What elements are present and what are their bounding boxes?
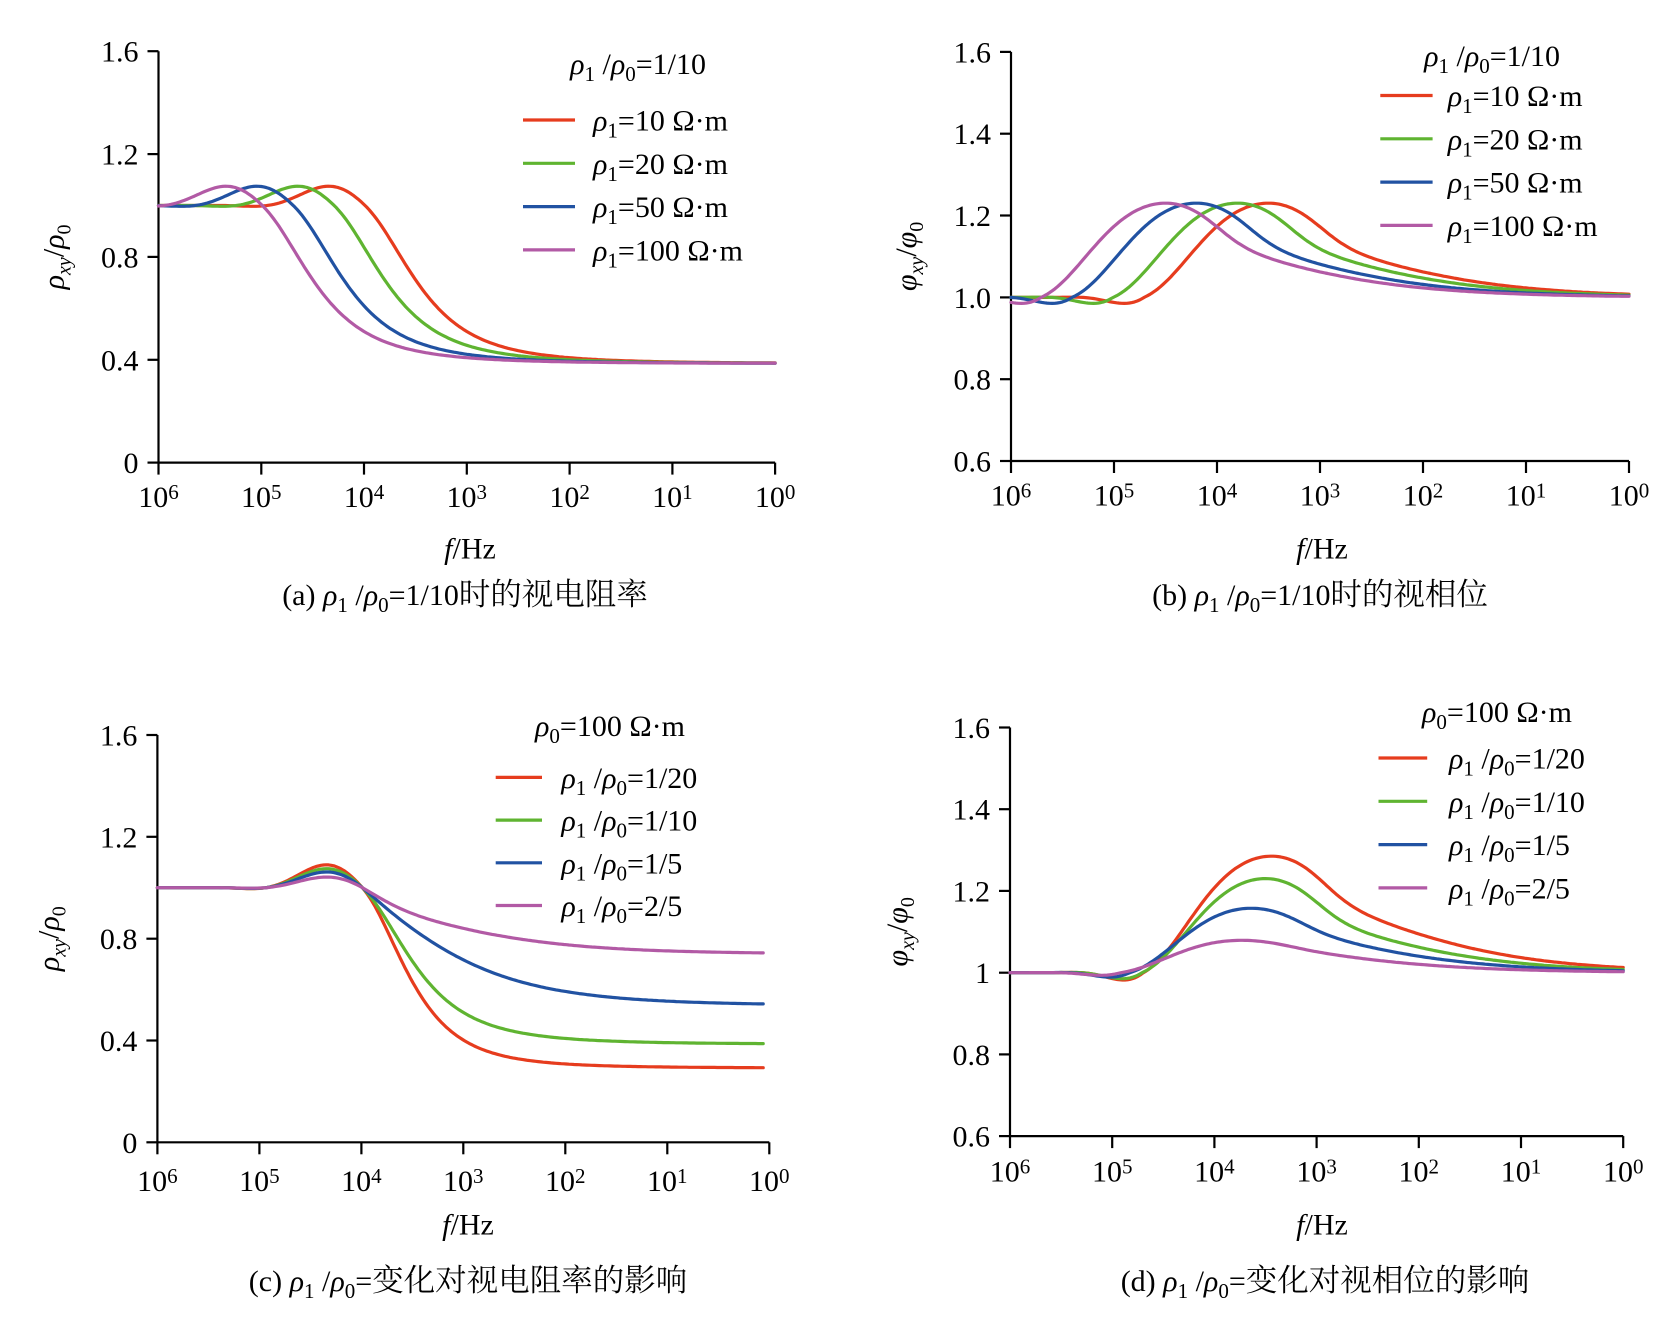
svg-text:1.4: 1.4 xyxy=(954,118,992,151)
svg-text:φxy/φ0: φxy/φ0 xyxy=(881,897,919,966)
svg-text:0.8: 0.8 xyxy=(954,364,992,397)
svg-text:ρ1 /ρ0=1/5: ρ1 /ρ0=1/5 xyxy=(1448,829,1570,867)
svg-text:0: 0 xyxy=(124,447,139,480)
svg-text:ρ0=100 Ω·m: ρ0=100 Ω·m xyxy=(534,710,685,748)
svg-text:1.2: 1.2 xyxy=(954,200,992,233)
svg-text:ρ1 /ρ0=1/5: ρ1 /ρ0=1/5 xyxy=(560,847,682,885)
svg-text:ρxy/ρ0: ρxy/ρ0 xyxy=(38,224,76,290)
svg-text:ρ1=10 Ω·m: ρ1=10 Ω·m xyxy=(1447,80,1583,118)
svg-text:ρ1=100 Ω·m: ρ1=100 Ω·m xyxy=(592,234,743,272)
svg-text:(c) ρ1 /ρ0=: (c) ρ1 /ρ0= xyxy=(249,1265,372,1303)
svg-text:0.8: 0.8 xyxy=(100,923,138,956)
svg-text:ρ1=20 Ω·m: ρ1=20 Ω·m xyxy=(1447,123,1583,161)
svg-text:ρ1 /ρ0=1/10: ρ1 /ρ0=1/10 xyxy=(1448,786,1585,824)
svg-text:(b) ρ1 /ρ0=1/10: (b) ρ1 /ρ0=1/10 xyxy=(1152,579,1330,617)
svg-text:ρ1=100 Ω·m: ρ1=100 Ω·m xyxy=(1447,210,1598,248)
svg-text:1.2: 1.2 xyxy=(101,139,139,172)
svg-text:ρ1 /ρ0=1/10: ρ1 /ρ0=1/10 xyxy=(1423,40,1560,78)
svg-text:ρ0=100 Ω·m: ρ0=100 Ω·m xyxy=(1421,696,1572,734)
svg-text:ρ1 /ρ0=2/5: ρ1 /ρ0=2/5 xyxy=(1448,872,1570,910)
svg-text:1.4: 1.4 xyxy=(953,794,991,827)
svg-text:0.8: 0.8 xyxy=(953,1039,991,1072)
svg-text:100: 100 xyxy=(1603,1155,1644,1189)
svg-text:(d) ρ1 /ρ0=: (d) ρ1 /ρ0= xyxy=(1121,1265,1246,1303)
svg-text:0.6: 0.6 xyxy=(954,446,992,479)
svg-text:ρ1 /ρ0=1/20: ρ1 /ρ0=1/20 xyxy=(1448,743,1585,781)
svg-text:ρ1=50 Ω·m: ρ1=50 Ω·m xyxy=(1447,167,1583,205)
svg-text:1.2: 1.2 xyxy=(100,821,138,854)
svg-text:(a) ρ1 /ρ0=1/10: (a) ρ1 /ρ0=1/10 xyxy=(282,579,459,617)
svg-text:1.6: 1.6 xyxy=(953,712,991,745)
svg-text:ρ1=20 Ω·m: ρ1=20 Ω·m xyxy=(592,148,728,186)
svg-text:1.6: 1.6 xyxy=(954,36,992,69)
svg-text:f/Hz: f/Hz xyxy=(442,1209,494,1242)
svg-text:ρ1=50 Ω·m: ρ1=50 Ω·m xyxy=(592,191,728,229)
svg-text:ρ1 /ρ0=1/20: ρ1 /ρ0=1/20 xyxy=(560,762,697,800)
svg-text:1.6: 1.6 xyxy=(100,720,138,753)
svg-text:ρ1=10 Ω·m: ρ1=10 Ω·m xyxy=(592,105,728,143)
svg-text:1: 1 xyxy=(975,957,990,990)
svg-text:1.0: 1.0 xyxy=(954,282,992,315)
svg-text:0.4: 0.4 xyxy=(101,344,139,377)
svg-text:f/Hz: f/Hz xyxy=(444,533,496,566)
svg-text:ρ1 /ρ0=1/10: ρ1 /ρ0=1/10 xyxy=(560,805,697,843)
svg-text:f/Hz: f/Hz xyxy=(1296,1209,1348,1242)
svg-text:f/Hz: f/Hz xyxy=(1296,533,1348,566)
svg-text:φxy/φ0: φxy/φ0 xyxy=(890,222,928,291)
svg-text:0.6: 0.6 xyxy=(953,1121,991,1154)
svg-text:ρxy/ρ0: ρxy/ρ0 xyxy=(32,906,70,972)
svg-text:0.8: 0.8 xyxy=(101,241,139,274)
svg-text:0.4: 0.4 xyxy=(100,1025,138,1058)
svg-text:ρ1 /ρ0=2/5: ρ1 /ρ0=2/5 xyxy=(560,890,682,928)
svg-text:ρ1 /ρ0=1/10: ρ1 /ρ0=1/10 xyxy=(569,48,706,86)
svg-text:1.2: 1.2 xyxy=(953,875,991,908)
svg-text:0: 0 xyxy=(122,1127,137,1160)
svg-text:1.6: 1.6 xyxy=(101,36,139,69)
